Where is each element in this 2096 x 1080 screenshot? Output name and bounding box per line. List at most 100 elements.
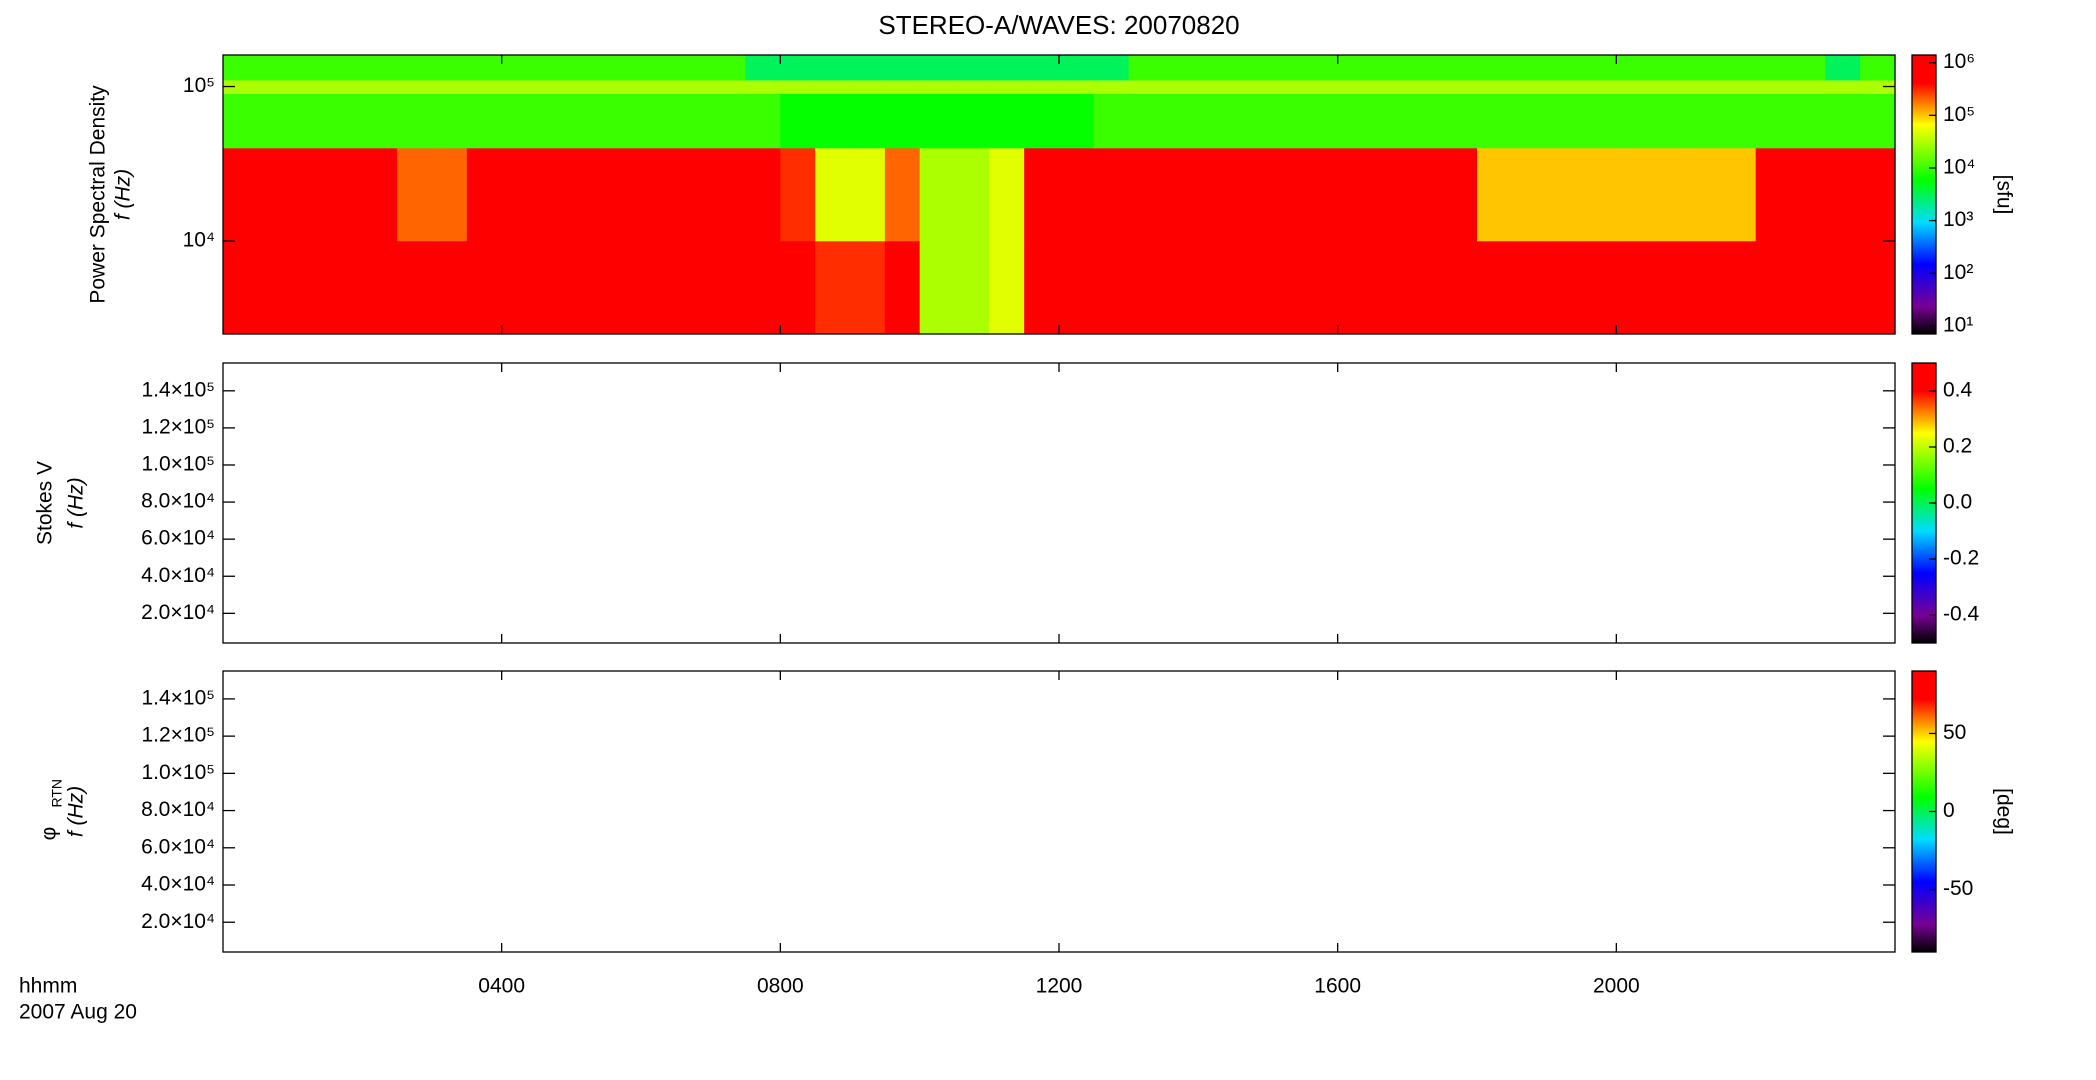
heatmap-cell [1686, 148, 1722, 242]
heatmap-cell [536, 148, 572, 242]
heatmap-cell [536, 241, 572, 335]
y-tick-label: 1.2×10⁵ [141, 415, 215, 438]
heatmap-cell [571, 80, 607, 94]
colorbar-tick-label: 10⁴ [1943, 156, 1975, 179]
heatmap-cell [466, 93, 503, 149]
heatmap-cell [1546, 55, 1583, 81]
heatmap-cell [954, 93, 990, 149]
heatmap-cell [292, 93, 329, 149]
heatmap-cell [432, 93, 468, 149]
heatmap-cell [397, 80, 433, 94]
heatmap-cell [362, 241, 398, 335]
heatmap-cell [1720, 80, 1757, 94]
x-tick-label: 0400 [478, 975, 525, 998]
heatmap-cell [1268, 93, 1304, 149]
heatmap-cell [223, 148, 259, 242]
heatmap-cell [1198, 55, 1234, 81]
y-tick-label: 1.4×10⁵ [141, 686, 215, 709]
heatmap-cell [362, 55, 398, 81]
heatmap-cell [989, 80, 1025, 94]
heatmap-cell [850, 80, 886, 94]
heatmap-cell [1790, 148, 1826, 242]
heatmap-cell [815, 241, 851, 335]
heatmap-cell [1720, 93, 1757, 149]
heatmap-cell [954, 80, 990, 94]
heatmap-cell [989, 148, 1025, 242]
colorbar-tick-label: -50 [1943, 877, 1973, 900]
heatmap-cell [1233, 148, 1269, 242]
heatmap-cell [1059, 93, 1095, 149]
heatmap-cell [501, 80, 538, 94]
heatmap-cell [257, 148, 294, 242]
heatmap-cell [1825, 93, 1861, 149]
heatmap-cell [780, 93, 816, 149]
heatmap-cell [919, 80, 956, 94]
heatmap-cell [1651, 241, 1687, 335]
heatmap-cell [1790, 55, 1826, 81]
heatmap-cell [1407, 80, 1443, 94]
heatmap-cell [884, 80, 921, 94]
heatmap-cell [954, 241, 990, 335]
heatmap-cell [1198, 241, 1234, 335]
heatmap-cell [257, 241, 294, 335]
heatmap-cell [1442, 241, 1478, 335]
heatmap-cell [1093, 80, 1130, 94]
heatmap-cell [1024, 241, 1060, 335]
x-tick-label: 1200 [1036, 975, 1083, 998]
heatmap-cell [223, 55, 259, 81]
heatmap-cell [1442, 148, 1478, 242]
heatmap-cell [1163, 148, 1199, 242]
heatmap-cell [745, 241, 781, 335]
heatmap-cell [1755, 80, 1792, 94]
heatmap-cell [710, 93, 747, 149]
heatmap-cell [710, 55, 747, 81]
heatmap-cell [1407, 241, 1443, 335]
colorbar-tick-label: 0.2 [1943, 435, 1972, 458]
heatmap-cell [397, 241, 433, 335]
heatmap-cell [1825, 148, 1861, 242]
heatmap-cell [641, 93, 677, 149]
heatmap-cell [1511, 148, 1548, 242]
heatmap-cell [1790, 241, 1826, 335]
heatmap-cell [1616, 80, 1652, 94]
heatmap-cell [1546, 93, 1583, 149]
y-tick-label: 8.0×10⁴ [141, 798, 215, 821]
heatmap-cell [1233, 55, 1269, 81]
heatmap-cell [1477, 241, 1513, 335]
heatmap-cell [1059, 80, 1095, 94]
heatmap-cell [919, 55, 956, 81]
y-axis-label-sub: RTN [49, 779, 65, 808]
heatmap-cell [223, 80, 259, 94]
heatmap-cell [1302, 55, 1339, 81]
heatmap-cell [1755, 148, 1792, 242]
heatmap-cell [397, 148, 433, 242]
heatmap-cell [362, 148, 398, 242]
heatmap-cell [501, 55, 538, 81]
heatmap-cell [1616, 148, 1652, 242]
heatmap-cell [292, 148, 329, 242]
heatmap-cell [1546, 241, 1583, 335]
colorbar-tick-label: -0.4 [1943, 603, 1980, 626]
heatmap-cell [780, 241, 816, 335]
colorbar-tick-label: -0.2 [1943, 547, 1979, 570]
heatmap-cell [1024, 55, 1060, 81]
heatmap-cell [501, 241, 538, 335]
heatmap-cell [1546, 148, 1583, 242]
heatmap-cell [1059, 148, 1095, 242]
heatmap-cell [1581, 148, 1617, 242]
heatmap-cell [501, 93, 538, 149]
heatmap-cell [1755, 241, 1792, 335]
heatmap-cell [1302, 80, 1339, 94]
heatmap-cell [327, 93, 363, 149]
heatmap-cell [1581, 93, 1617, 149]
heatmap-cell [1233, 93, 1269, 149]
y-tick-label: 2.0×10⁴ [141, 601, 215, 624]
colorbar-tick-label: 10⁶ [1943, 50, 1975, 73]
heatmap-cell [675, 93, 712, 149]
heatmap-cell [1651, 55, 1687, 81]
heatmap-cell [675, 241, 712, 335]
heatmap-cell [745, 93, 781, 149]
heatmap-cell [1268, 148, 1304, 242]
heatmap-cell [1651, 93, 1687, 149]
